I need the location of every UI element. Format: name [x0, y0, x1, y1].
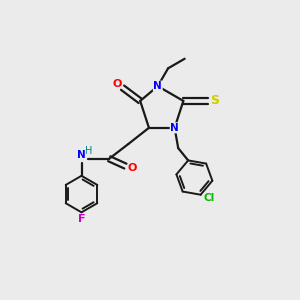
Text: N: N	[77, 150, 86, 160]
Text: S: S	[210, 94, 219, 107]
Text: H: H	[85, 146, 92, 156]
Text: N: N	[153, 81, 162, 91]
Text: O: O	[127, 163, 136, 172]
Text: N: N	[170, 123, 179, 133]
Text: O: O	[112, 79, 122, 89]
Text: Cl: Cl	[203, 193, 214, 203]
Text: F: F	[78, 214, 85, 224]
